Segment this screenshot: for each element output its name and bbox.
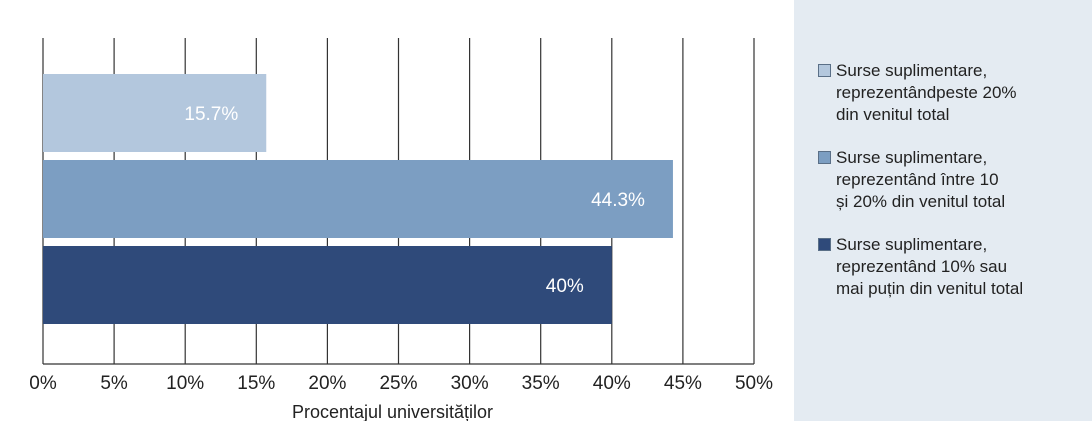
legend-item-over-20: Surse suplimentare, reprezentândpeste 20… (818, 60, 1088, 126)
legend: Surse suplimentare, reprezentândpeste 20… (818, 60, 1088, 321)
x-tick-label: 35% (522, 373, 560, 394)
bar-data-label: 40% (546, 276, 584, 297)
x-tick-label: 50% (735, 373, 773, 394)
legend-label: Surse suplimentare, reprezentând între 1… (836, 148, 1006, 211)
x-axis-title: Procentajul universităților (292, 402, 493, 421)
x-tick-label: 10% (166, 373, 204, 394)
x-tick-label: 30% (451, 373, 489, 394)
legend-item-10-or-less: Surse suplimentare, reprezentând 10% sau… (818, 234, 1088, 300)
legend-swatch (818, 238, 831, 251)
bar (43, 74, 267, 152)
bar (43, 160, 673, 238)
x-tick-label: 45% (664, 373, 702, 394)
plot-panel: 0% 5% 10% 15% 20% 25% 30% 35% 40% 45% 50% 15.7% 44.3… (0, 0, 794, 421)
legend-label: Surse suplimentare, reprezentândpeste 20… (836, 61, 1017, 124)
x-tick-label: 20% (308, 373, 346, 394)
legend-item-10-to-20: Surse suplimentare, reprezentând între 1… (818, 147, 1088, 213)
x-tick-label: 0% (29, 373, 57, 394)
x-tick-label: 5% (100, 373, 128, 394)
bar-chart: 0% 5% 10% 15% 20% 25% 30% 35% 40% 45% 50% 15.7% 44.3… (29, 38, 773, 421)
bar-data-label: 15.7% (184, 104, 238, 125)
legend-swatch (818, 151, 831, 164)
bar-data-label: 44.3% (591, 190, 645, 211)
legend-label: Surse suplimentare, reprezentând 10% sau… (836, 235, 1024, 298)
legend-swatch (818, 64, 831, 77)
bar (43, 246, 612, 324)
x-tick-label: 40% (593, 373, 631, 394)
x-tick-label: 15% (237, 373, 275, 394)
x-tick-label: 25% (379, 373, 417, 394)
